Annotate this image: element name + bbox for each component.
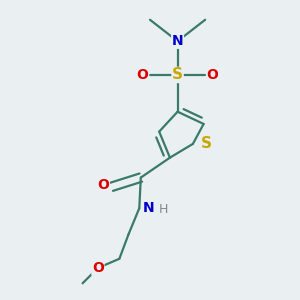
Text: O: O — [92, 261, 104, 275]
Text: H: H — [159, 203, 169, 216]
Text: N: N — [142, 201, 154, 215]
Text: N: N — [172, 34, 183, 48]
Text: O: O — [207, 68, 219, 82]
Text: S: S — [201, 136, 212, 152]
Text: O: O — [98, 178, 109, 192]
Text: O: O — [136, 68, 148, 82]
Text: S: S — [172, 68, 183, 82]
